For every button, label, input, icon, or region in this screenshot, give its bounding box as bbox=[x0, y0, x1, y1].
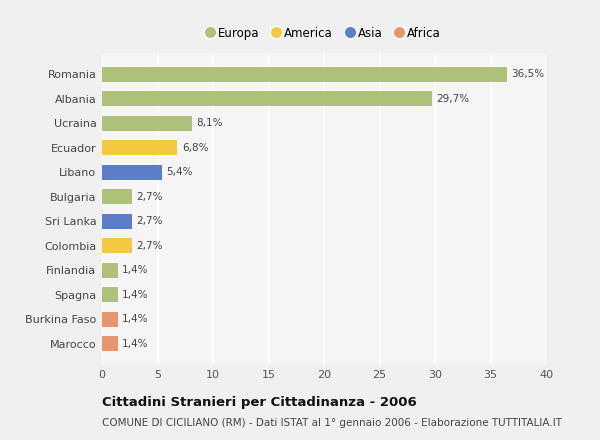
Bar bbox=[102, 92, 431, 106]
Text: 1,4%: 1,4% bbox=[122, 290, 148, 300]
Text: 29,7%: 29,7% bbox=[436, 94, 469, 104]
Text: 2,7%: 2,7% bbox=[136, 216, 163, 226]
Bar bbox=[102, 67, 507, 82]
Bar bbox=[102, 312, 118, 326]
Bar bbox=[102, 238, 132, 253]
Text: 8,1%: 8,1% bbox=[196, 118, 223, 128]
Bar bbox=[102, 263, 118, 278]
Bar bbox=[102, 214, 132, 229]
Bar bbox=[102, 165, 162, 180]
Text: 2,7%: 2,7% bbox=[136, 241, 163, 251]
Text: 1,4%: 1,4% bbox=[122, 339, 148, 348]
Text: 6,8%: 6,8% bbox=[182, 143, 208, 153]
Text: 1,4%: 1,4% bbox=[122, 265, 148, 275]
Text: 5,4%: 5,4% bbox=[166, 167, 193, 177]
Text: Cittadini Stranieri per Cittadinanza - 2006: Cittadini Stranieri per Cittadinanza - 2… bbox=[102, 396, 417, 409]
Bar bbox=[102, 140, 178, 155]
Bar bbox=[102, 287, 118, 302]
Text: 2,7%: 2,7% bbox=[136, 192, 163, 202]
Bar bbox=[102, 189, 132, 204]
Bar bbox=[102, 336, 118, 351]
Text: 36,5%: 36,5% bbox=[512, 70, 545, 79]
Text: 1,4%: 1,4% bbox=[122, 314, 148, 324]
Bar bbox=[102, 116, 192, 131]
Text: COMUNE DI CICILIANO (RM) - Dati ISTAT al 1° gennaio 2006 - Elaborazione TUTTITAL: COMUNE DI CICILIANO (RM) - Dati ISTAT al… bbox=[102, 418, 562, 428]
Legend: Europa, America, Asia, Africa: Europa, America, Asia, Africa bbox=[205, 24, 443, 42]
